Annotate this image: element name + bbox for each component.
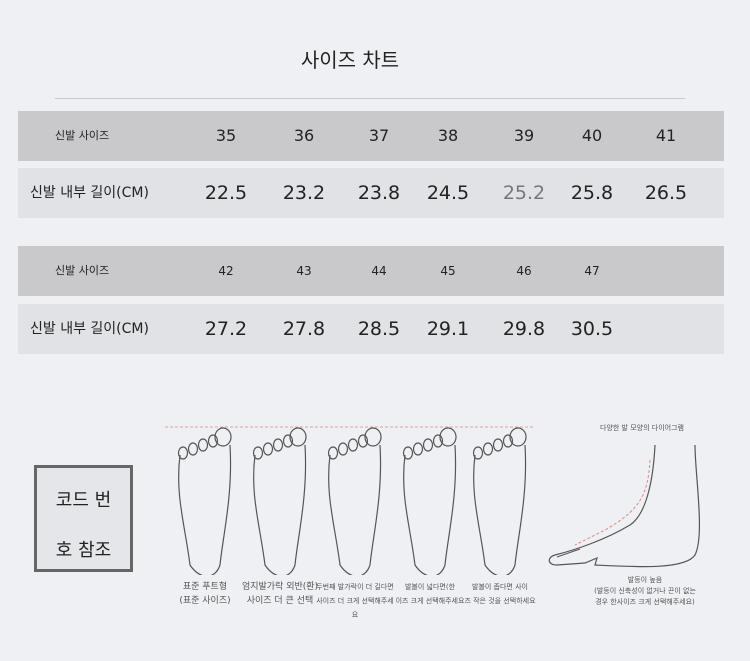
length-cell: 22.5 (204, 182, 248, 204)
code-line-2: 호 참조 (55, 540, 112, 561)
toe (402, 446, 414, 460)
toe (337, 442, 349, 456)
foot-outline (178, 444, 232, 575)
side-view-line-3: 경우 한사이즈 크게 선택해주세요) (595, 598, 695, 606)
length-cell: 25.2 (502, 182, 546, 204)
size-cell: 36 (293, 126, 315, 145)
toe (327, 446, 339, 460)
toe (272, 438, 284, 452)
size-cell: 46 (516, 264, 532, 278)
foot-caption: 사이즈 더 크게 선택해주세요 (316, 597, 394, 619)
foot-side-view-icon (548, 445, 701, 568)
toe (252, 446, 264, 460)
foot-caption: 발볼이 넓다면(한 (404, 583, 456, 591)
size-cell: 35 (215, 126, 237, 145)
toe (472, 446, 484, 460)
toe (502, 434, 514, 448)
foot-outline (328, 444, 382, 575)
length-label: 신발 내부 길이(CM) (30, 185, 149, 201)
length-cell: 25.8 (570, 182, 614, 204)
toe (197, 438, 209, 452)
size-cell: 41 (655, 126, 677, 145)
length-label: 신발 내부 길이(CM) (30, 321, 149, 337)
size-cell: 45 (440, 264, 456, 278)
table2-size-row: 신발 사이즈 42 43 44 45 46 47 (18, 246, 724, 296)
table1-size-row: 신발 사이즈 35 36 37 38 39 40 41 (18, 111, 724, 161)
foot-caption: 사이즈 더 큰 선택 (246, 596, 314, 606)
size-cell: 47 (584, 264, 600, 278)
toe (509, 427, 527, 447)
toe (289, 427, 307, 447)
code-reference-box: 코드 번 호 참조 (34, 465, 133, 572)
length-cell: 27.8 (282, 318, 326, 340)
side-view-title: 다양한 발 모양의 다이어그램 (600, 424, 684, 432)
toe (482, 442, 494, 456)
table1-length-row: 신발 내부 길이(CM) 22.5 23.2 23.8 24.5 25.2 25.8 26.… (18, 168, 724, 218)
toe (364, 427, 382, 447)
length-cell: 24.5 (426, 182, 470, 204)
length-cell: 30.5 (570, 318, 614, 340)
foot-types-illustration (165, 426, 535, 575)
toe (492, 438, 504, 452)
foot-outline (253, 444, 307, 575)
foot-caption: 이즈 크게 선택해주세요 (395, 597, 465, 605)
toe (262, 442, 274, 456)
toe (357, 434, 369, 448)
side-view-line-2: (발등이 신축성이 없거나 끈이 없는 (594, 587, 696, 595)
toe (412, 442, 424, 456)
length-cell: 26.5 (644, 182, 688, 204)
toe (214, 427, 232, 447)
size-cell: 42 (218, 264, 234, 278)
code-line-1: 코드 번 (55, 490, 112, 511)
size-label: 신발 사이즈 (55, 129, 110, 142)
length-cell: 29.1 (426, 318, 470, 340)
toe (439, 427, 457, 447)
toe (187, 442, 199, 456)
foot-outline (403, 444, 457, 575)
foot-caption: (표준 사이즈) (179, 596, 231, 606)
toe (282, 434, 294, 448)
length-cell: 28.5 (357, 318, 401, 340)
length-cell: 23.2 (282, 182, 326, 204)
table2-length-row: 신발 내부 길이(CM) 27.2 27.8 28.5 29.1 29.8 30.5 (18, 304, 724, 354)
size-cell: 43 (296, 264, 312, 278)
divider (55, 98, 685, 99)
toe (347, 438, 359, 452)
size-cell: 44 (371, 264, 387, 278)
page-title: 사이즈 차트 (300, 48, 400, 72)
foot-caption: 즈 작은 것을 선택하세요 (464, 597, 536, 605)
length-cell: 27.2 (204, 318, 248, 340)
toe (422, 438, 434, 452)
size-cell: 39 (513, 126, 535, 145)
toe (177, 446, 189, 460)
toe (207, 434, 219, 448)
size-cell: 37 (368, 126, 390, 145)
size-cell: 38 (437, 126, 459, 145)
foot-caption: 두번째 발가락이 더 길다면 (316, 583, 394, 591)
length-cell: 23.8 (357, 182, 401, 204)
side-view-line-1: 발등이 높음 (627, 576, 663, 584)
toe (432, 434, 444, 448)
foot-outline (473, 444, 527, 575)
length-cell: 29.8 (502, 318, 546, 340)
foot-caption: 엄지발가락 외반(환) (241, 582, 319, 592)
size-label: 신발 사이즈 (55, 264, 110, 277)
foot-caption: 표준 푸트형 (182, 582, 228, 592)
size-cell: 40 (581, 126, 603, 145)
foot-caption: 발볼이 좁다면 사이 (472, 583, 528, 591)
